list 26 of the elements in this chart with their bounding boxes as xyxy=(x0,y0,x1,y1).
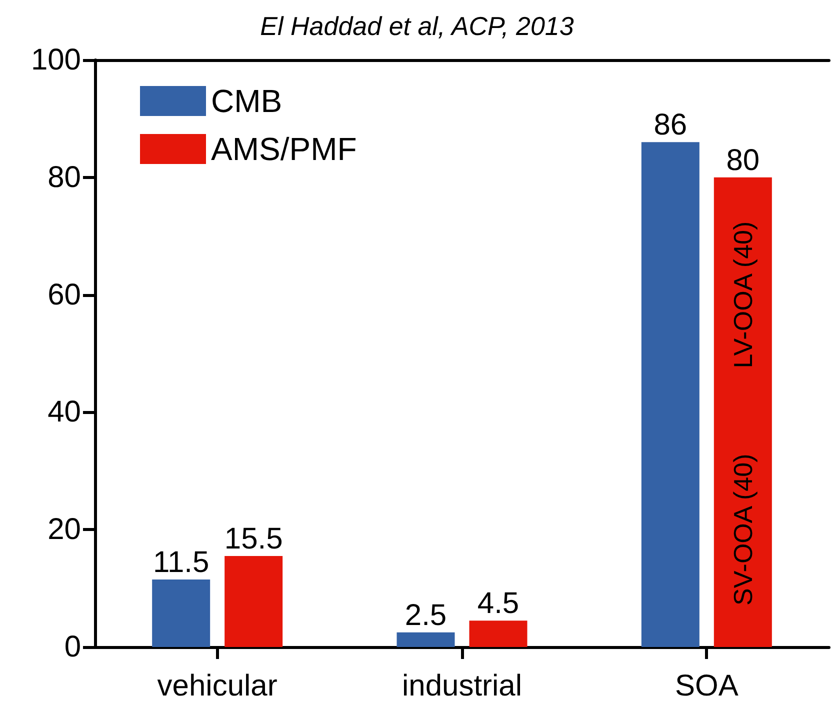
annotation: LV-OOA (40) xyxy=(728,221,758,368)
bar xyxy=(152,579,210,647)
data-label: 4.5 xyxy=(477,587,520,620)
bar xyxy=(469,620,528,647)
y-tick-label: 60 xyxy=(48,278,81,312)
y-tick-label: 40 xyxy=(48,396,81,429)
x-tick-label: vehicular xyxy=(157,670,278,702)
x-tick-label: SOA xyxy=(674,670,738,702)
bar xyxy=(714,177,772,647)
data-label: 2.5 xyxy=(404,598,447,632)
bar xyxy=(641,142,700,647)
legend-label: AMS/PMF xyxy=(211,131,357,167)
annotation: SV-OOA (40) xyxy=(728,454,758,606)
bar xyxy=(224,556,283,647)
x-tick-label: industrial xyxy=(402,670,522,702)
legend-label: CMB xyxy=(211,83,282,119)
data-label: 15.5 xyxy=(224,522,283,556)
y-tick-label: 100 xyxy=(30,44,81,76)
y-tick-label: 80 xyxy=(48,160,81,194)
data-label: 86 xyxy=(654,108,688,142)
bar xyxy=(396,632,455,647)
chart-title: El Haddad et al, ACP, 2013 xyxy=(260,11,574,41)
data-label: 11.5 xyxy=(152,546,210,579)
y-tick-label: 20 xyxy=(48,513,81,546)
data-label: 80 xyxy=(726,144,760,177)
y-tick-label: 0 xyxy=(64,630,81,664)
